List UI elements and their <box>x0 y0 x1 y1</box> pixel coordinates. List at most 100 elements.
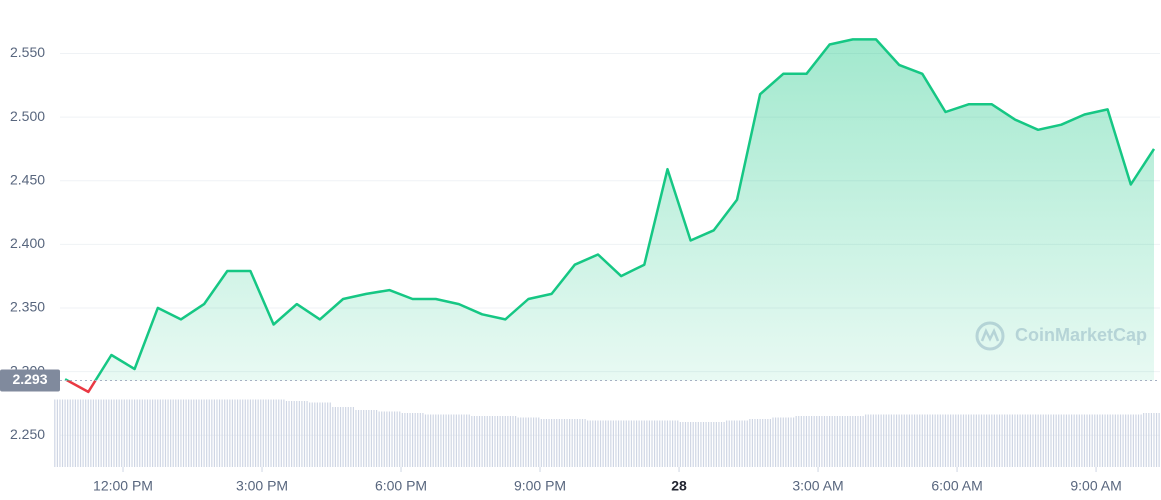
volume-stroke <box>975 414 977 467</box>
volume-stroke <box>514 416 517 467</box>
volume-stroke <box>648 420 651 467</box>
volume-stroke <box>558 419 560 467</box>
volume-stroke <box>257 399 259 467</box>
volume-stroke <box>1155 413 1158 467</box>
volume-stroke <box>880 414 882 467</box>
volume-stroke <box>391 411 393 467</box>
volume-bar <box>146 399 169 467</box>
volume-stroke <box>602 420 604 467</box>
volume-stroke <box>417 413 419 467</box>
volume-stroke <box>1078 414 1080 467</box>
volume-stroke <box>56 399 58 467</box>
volume-stroke <box>141 399 143 467</box>
volume-stroke <box>623 420 625 467</box>
volume-stroke <box>955 414 957 467</box>
volume-stroke <box>1073 414 1075 467</box>
volume-stroke <box>373 410 375 467</box>
volume-stroke <box>234 399 236 467</box>
volume-stroke <box>244 399 246 467</box>
volume-stroke <box>1104 414 1106 467</box>
volume-stroke <box>450 414 452 467</box>
x-tick-label: 12:00 PM <box>93 478 153 494</box>
volume-stroke <box>986 414 988 467</box>
volume-stroke <box>816 416 818 467</box>
volume-stroke <box>937 414 939 467</box>
volume-stroke <box>200 399 203 467</box>
volume-stroke <box>412 413 414 467</box>
volume-bar <box>563 419 586 467</box>
volume-stroke <box>460 414 463 467</box>
volume-bar <box>540 419 563 467</box>
volume-stroke <box>236 399 239 467</box>
volume-stroke <box>1119 414 1122 467</box>
volume-stroke <box>875 414 877 467</box>
volume-stroke <box>1109 414 1111 467</box>
volume-stroke <box>149 399 151 467</box>
volume-stroke <box>190 399 192 467</box>
volume-stroke <box>345 407 347 467</box>
volume-stroke <box>576 419 578 467</box>
volume-stroke <box>792 417 795 467</box>
volume-stroke <box>180 399 182 467</box>
price-line <box>64 38 1156 381</box>
volume-stroke <box>1135 414 1137 467</box>
volume-stroke <box>1032 414 1034 467</box>
volume-stroke <box>458 414 460 467</box>
volume-stroke <box>630 420 633 467</box>
volume-stroke <box>571 419 573 467</box>
volume-stroke <box>774 417 777 467</box>
volume-stroke <box>872 414 874 467</box>
volume-stroke <box>370 410 373 467</box>
volume-stroke <box>471 416 473 467</box>
volume-bar <box>841 416 864 467</box>
volume-stroke <box>152 399 154 467</box>
volume-stroke <box>870 414 872 467</box>
volume-stroke <box>973 414 975 467</box>
volume-stroke <box>319 402 321 467</box>
volume-stroke <box>988 414 990 467</box>
volume-stroke <box>195 399 197 467</box>
volume-stroke <box>885 414 887 467</box>
baseline-badge <box>0 369 60 392</box>
volume-stroke <box>594 420 596 467</box>
volume-stroke <box>314 402 316 467</box>
volume-stroke <box>1076 414 1078 467</box>
volume-stroke <box>695 422 697 467</box>
x-tick-label: 28 <box>671 478 687 494</box>
volume-stroke <box>157 399 159 467</box>
volume-stroke <box>780 417 782 467</box>
volume-stroke <box>1112 414 1114 467</box>
volume-stroke <box>198 399 200 467</box>
volume-stroke <box>118 399 120 467</box>
volume-stroke <box>893 414 895 467</box>
volume-stroke <box>643 420 645 467</box>
volume-stroke <box>262 399 264 467</box>
volume-stroke <box>527 417 530 467</box>
volume-stroke <box>265 399 267 467</box>
volume-stroke <box>767 419 769 467</box>
volume-stroke <box>203 399 205 467</box>
volume-stroke <box>1086 414 1088 467</box>
volume-stroke <box>772 417 774 467</box>
volume-stroke <box>715 422 717 467</box>
volume-bar <box>865 414 887 467</box>
volume-stroke <box>350 407 352 467</box>
volume-stroke <box>926 414 929 467</box>
x-tick-label: 9:00 AM <box>1070 478 1121 494</box>
volume-stroke <box>919 414 921 467</box>
volume-stroke <box>1137 414 1140 467</box>
volume-stroke <box>239 399 241 467</box>
volume-stroke <box>913 414 916 467</box>
volume-bar <box>795 416 818 467</box>
volume-stroke <box>1063 414 1065 467</box>
volume-stroke <box>836 416 838 467</box>
volume-stroke <box>303 401 306 467</box>
volume-bar <box>934 414 957 467</box>
volume-stroke <box>720 422 723 467</box>
volume-stroke <box>811 416 813 467</box>
volume-stroke <box>1060 414 1062 467</box>
volume-stroke <box>939 414 941 467</box>
volume-stroke <box>651 420 653 467</box>
volume-bar <box>494 416 517 467</box>
